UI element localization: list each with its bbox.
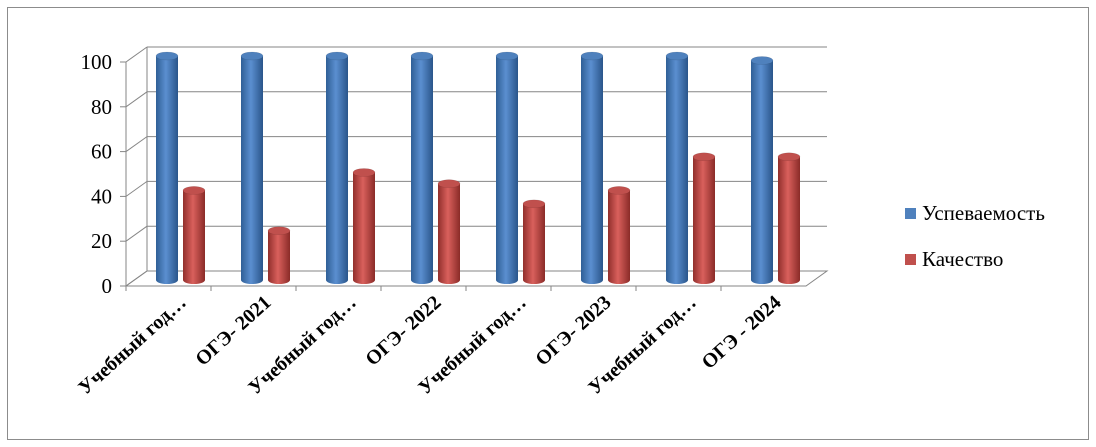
- bar: [751, 60, 773, 285]
- y-tick-label: 60: [91, 140, 112, 164]
- gridline-side: [125, 225, 148, 242]
- legend-label-uspevaemost: Успеваемость: [922, 200, 1045, 225]
- bar: [438, 183, 460, 284]
- bar-top: [267, 226, 291, 235]
- gridline-side: [125, 46, 148, 63]
- gridline-side: [125, 136, 148, 153]
- bar-top: [325, 51, 349, 61]
- bar-top: [750, 56, 774, 65]
- bar-top: [777, 152, 801, 162]
- bar-top: [437, 179, 461, 188]
- y-tick-label: 40: [91, 184, 112, 208]
- x-tick-label: ОГЭ- 2022: [361, 291, 445, 370]
- bar: [693, 156, 715, 284]
- bar: [523, 203, 545, 284]
- x-tick-label: ОГЭ- 2023: [531, 291, 615, 370]
- bar-top: [495, 51, 519, 61]
- gridline-side: [125, 91, 148, 108]
- bar: [268, 230, 290, 284]
- bar-top: [607, 186, 631, 195]
- chart-floor: [124, 270, 829, 287]
- y-tick-label: 100: [81, 50, 113, 74]
- legend-label-kachestvo: Качество: [922, 246, 1004, 271]
- bar-top: [580, 51, 604, 61]
- bar-top: [665, 51, 689, 61]
- y-tick-label: 0: [102, 274, 113, 298]
- x-tick-label: ОГЭ - 2024: [698, 291, 786, 373]
- bar: [156, 56, 178, 284]
- bar: [411, 56, 433, 284]
- legend-item-kachestvo: Качество: [905, 246, 1045, 272]
- chart-legend: Успеваемость Качество: [905, 200, 1045, 292]
- x-tick-label: Учебный год…: [74, 291, 190, 399]
- bar-top: [182, 186, 206, 195]
- bar: [581, 56, 603, 284]
- y-tick-label: 20: [91, 229, 112, 253]
- bar: [666, 56, 688, 284]
- bar-top: [240, 51, 264, 61]
- bar: [608, 190, 630, 284]
- y-tick-label: 80: [91, 95, 112, 119]
- legend-swatch-blue: [905, 207, 916, 219]
- bar: [241, 56, 263, 284]
- x-tick-label: ОГЭ- 2021: [191, 291, 275, 370]
- bar: [326, 56, 348, 284]
- bar-top: [522, 199, 546, 209]
- gridline-side: [125, 180, 148, 197]
- bar-top: [410, 51, 434, 61]
- bar-top: [692, 152, 716, 162]
- bar-top: [352, 168, 376, 177]
- legend-swatch-red: [905, 253, 916, 265]
- legend-item-uspevaemost: Успеваемость: [905, 200, 1045, 226]
- bar: [353, 172, 375, 284]
- bar-top: [155, 51, 179, 61]
- bar: [778, 156, 800, 284]
- bar: [496, 56, 518, 284]
- bar: [183, 190, 205, 284]
